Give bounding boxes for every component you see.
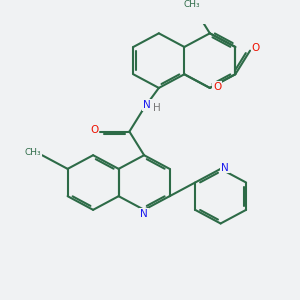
Text: N: N xyxy=(143,100,151,110)
Text: CH₃: CH₃ xyxy=(184,0,200,9)
Text: N: N xyxy=(140,209,148,219)
Text: N: N xyxy=(221,163,229,172)
Text: CH₃: CH₃ xyxy=(25,148,42,157)
Text: O: O xyxy=(213,82,221,92)
Text: O: O xyxy=(90,125,98,135)
Text: O: O xyxy=(252,43,260,53)
Text: H: H xyxy=(154,103,161,113)
